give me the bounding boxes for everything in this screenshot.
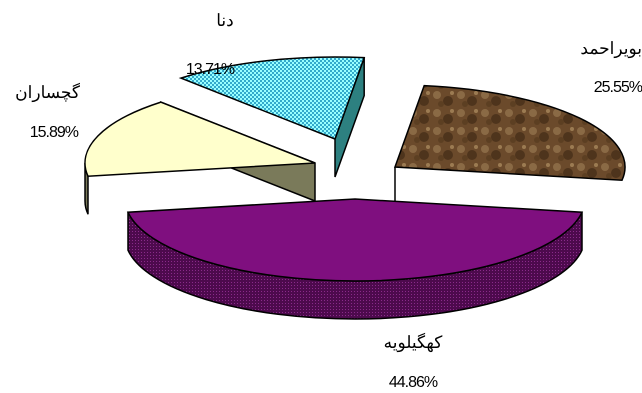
slice-boyerahmad-top bbox=[393, 84, 626, 181]
slice-dena bbox=[178, 56, 366, 178]
slice-kohgiluyeh-top bbox=[126, 198, 584, 282]
value-kohgiluyeh: 44.86% bbox=[389, 374, 438, 391]
slice-boyerahmad bbox=[393, 84, 626, 205]
slice-gachsaran bbox=[84, 101, 316, 215]
label-boyerahmad: بویراحمد bbox=[580, 39, 642, 59]
slice-gachsaran-top bbox=[84, 101, 316, 177]
slice-kohgiluyeh bbox=[126, 198, 584, 320]
value-boyerahmad: 25.55% bbox=[594, 79, 642, 96]
value-gachsaran: 15.89% bbox=[30, 124, 79, 141]
slice-dena-top bbox=[178, 56, 366, 140]
value-dena: 13.71% bbox=[186, 61, 235, 78]
label-dena: دنا bbox=[216, 11, 233, 30]
label-kohgiluyeh: کهگیلویه bbox=[384, 332, 444, 353]
label-gachsaran: گچساران bbox=[15, 82, 81, 103]
